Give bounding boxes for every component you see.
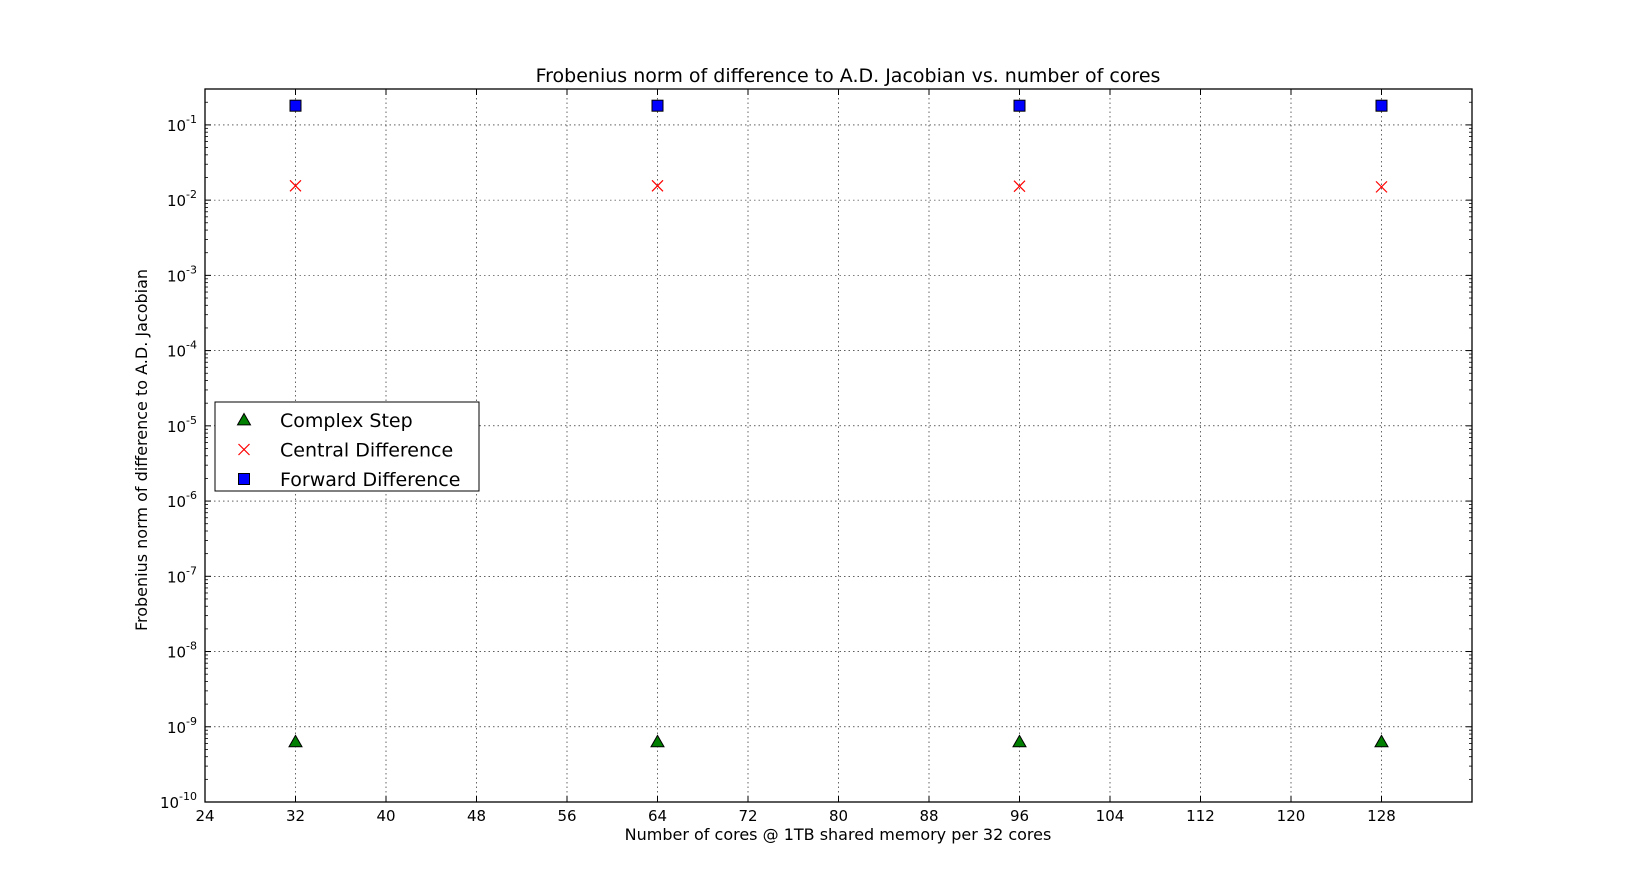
y-tick-label: 10-7 bbox=[167, 564, 197, 586]
y-axis: 10-10 10-9 10-8 10-7 10-6 10-5 10-4 10-3 10-2 10-… bbox=[160, 101, 1472, 812]
x-tick-label: 120 bbox=[1277, 807, 1306, 825]
data-point-x bbox=[651, 179, 664, 192]
x-tick-label: 24 bbox=[195, 807, 214, 825]
y-axis-label: Frobenius norm of difference to A.D. Jac… bbox=[132, 269, 151, 631]
legend-marker-square bbox=[238, 473, 250, 485]
y-tick-label: 10-10 bbox=[160, 790, 197, 812]
x-tick-label: 72 bbox=[738, 807, 757, 825]
data-point-square bbox=[289, 99, 302, 112]
data-point-triangle bbox=[650, 734, 665, 748]
data-point-x bbox=[1375, 180, 1388, 193]
legend-marker-x bbox=[238, 443, 250, 456]
x-tick-label: 56 bbox=[557, 807, 576, 825]
data-point-triangle bbox=[1374, 734, 1389, 748]
legend: Complex Step Central Difference Forward Di… bbox=[214, 401, 480, 492]
y-tick-label: 10-4 bbox=[167, 339, 197, 361]
x-tick-label: 32 bbox=[286, 807, 305, 825]
y-tick-label: 10-3 bbox=[167, 263, 197, 285]
y-tick-label: 10-6 bbox=[167, 489, 197, 511]
x-tick-label: 96 bbox=[1010, 807, 1029, 825]
x-tick-label: 128 bbox=[1367, 807, 1396, 825]
legend-label: Central Difference bbox=[280, 440, 453, 462]
chart-title: Frobenius norm of difference to A.D. Jac… bbox=[536, 65, 1161, 87]
x-tick-label: 64 bbox=[648, 807, 667, 825]
data-point-square bbox=[1375, 99, 1388, 112]
x-axis-label: Number of cores @ 1TB shared memory per … bbox=[625, 825, 1052, 844]
x-tick-label: 48 bbox=[467, 807, 486, 825]
x-tick-label: 88 bbox=[919, 807, 938, 825]
legend-marker-triangle bbox=[236, 412, 252, 426]
x-tick-label: 104 bbox=[1096, 807, 1125, 825]
x-tick-label: 40 bbox=[376, 807, 395, 825]
y-tick-label: 10-1 bbox=[167, 113, 197, 135]
x-tick-label: 80 bbox=[829, 807, 848, 825]
data-point-x bbox=[289, 179, 302, 192]
x-tick-label: 112 bbox=[1186, 807, 1215, 825]
y-tick-label: 10-2 bbox=[167, 188, 197, 210]
y-tick-label: 10-9 bbox=[167, 715, 197, 737]
legend-box bbox=[214, 401, 480, 492]
legend-label: Complex Step bbox=[280, 410, 413, 432]
legend-label: Forward Difference bbox=[280, 469, 460, 491]
y-tick-label: 10-8 bbox=[167, 640, 197, 662]
y-tick-label: 10-5 bbox=[167, 414, 197, 436]
data-point-triangle bbox=[1012, 734, 1027, 748]
data-point-square bbox=[1013, 99, 1026, 112]
data-marks bbox=[288, 99, 1389, 748]
data-point-square bbox=[651, 99, 664, 112]
data-point-triangle bbox=[288, 734, 303, 748]
data-point-x bbox=[1013, 180, 1026, 193]
x-axis: 24 32 40 48 56 64 72 80 88 96 104 112 120 128 bbox=[195, 89, 1396, 825]
